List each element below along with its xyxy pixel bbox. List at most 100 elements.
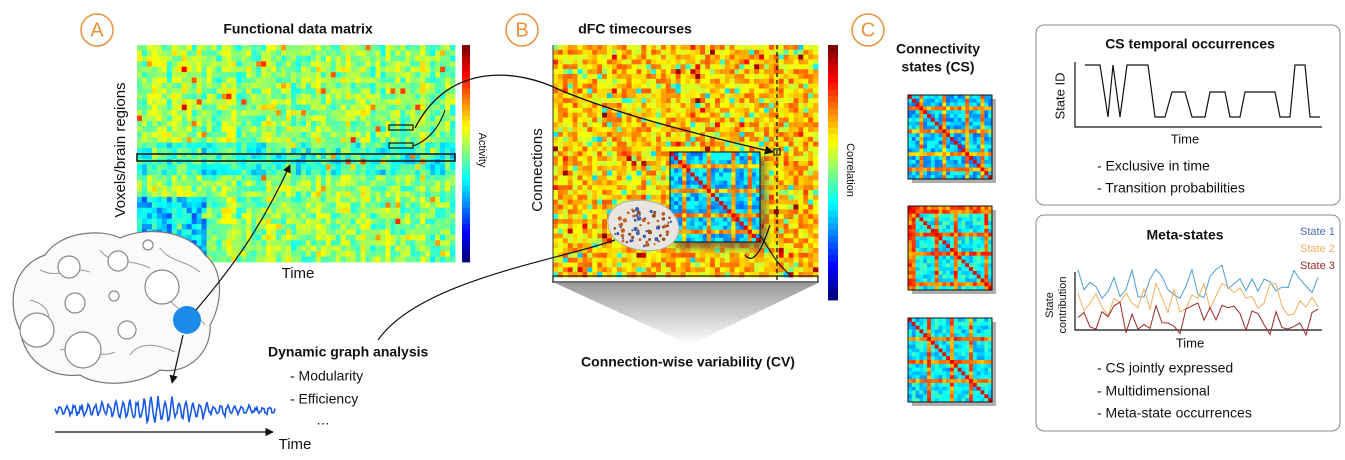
heat-cell: [607, 127, 612, 132]
heat-cell: [385, 159, 390, 165]
heat-cell: [291, 197, 296, 203]
heat-cell: [241, 181, 246, 187]
heat-cell: [622, 84, 627, 89]
heat-cell: [246, 186, 251, 192]
heat-cell: [346, 246, 351, 252]
heat-cell: [301, 78, 306, 84]
heat-cell: [281, 105, 286, 111]
heat-cell: [197, 148, 202, 154]
heat-cell: [587, 127, 592, 132]
heat-cell: [798, 180, 803, 185]
heat-cell: [671, 89, 676, 94]
heat-cell: [671, 64, 676, 69]
heat-cell: [380, 208, 385, 214]
heat-cell: [793, 55, 798, 60]
heat-cell: [371, 257, 376, 263]
heat-cell: [341, 105, 346, 111]
heat-cell: [695, 122, 700, 127]
heat-cell: [690, 93, 695, 98]
heat-cell: [137, 208, 142, 214]
heat-cell: [602, 69, 607, 74]
heat-cell: [558, 229, 563, 234]
heat-cell: [450, 121, 455, 127]
heat-cell: [326, 219, 331, 225]
heat-cell: [553, 219, 558, 224]
heat-cell: [597, 118, 602, 123]
heat-cell: [445, 186, 450, 192]
heat-cell: [739, 50, 744, 55]
heat-cell: [162, 170, 167, 176]
heat-cell: [167, 94, 172, 100]
heat-cell: [316, 88, 321, 94]
heat-cell: [177, 159, 182, 165]
heat-cell: [187, 61, 192, 67]
heat-cell: [440, 186, 445, 192]
heat-cell: [617, 142, 622, 147]
heat-cell: [326, 99, 331, 105]
heat-cell: [371, 181, 376, 187]
heat-cell: [563, 214, 568, 219]
heat-cell: [450, 137, 455, 143]
heat-cell: [656, 45, 661, 50]
heat-cell: [366, 67, 371, 73]
heat-cell: [661, 108, 666, 113]
heat-cell: [553, 98, 558, 103]
colorbar-cell: [462, 61, 470, 67]
heat-cell: [266, 224, 271, 230]
heat-cell: [356, 208, 361, 214]
heat-cell: [351, 181, 356, 187]
heat-cell: [390, 246, 395, 252]
heat-cell: [172, 164, 177, 170]
heat-cell: [749, 74, 754, 79]
heat-cell: [346, 148, 351, 154]
heat-cell: [435, 246, 440, 252]
heat-cell: [371, 72, 376, 78]
heat-cell: [142, 164, 147, 170]
heat-cell: [192, 224, 197, 230]
heat-cell: [301, 88, 306, 94]
heat-cell: [735, 55, 740, 60]
heat-cell: [602, 132, 607, 137]
heat-cell: [415, 224, 420, 230]
heat-cell: [784, 176, 789, 181]
heat-cell: [759, 50, 764, 55]
heat-cell: [341, 251, 346, 257]
heat-cell: [651, 137, 656, 142]
heat-cell: [202, 132, 207, 138]
heat-cell: [182, 181, 187, 187]
heat-cell: [725, 89, 730, 94]
heat-cell: [779, 69, 784, 74]
heat-cell: [420, 181, 425, 187]
heat-cell: [241, 224, 246, 230]
heat-cell: [286, 246, 291, 252]
heat-cell: [142, 175, 147, 181]
heat-cell: [730, 103, 735, 108]
heat-cell: [371, 164, 376, 170]
heat-cell: [385, 45, 390, 51]
heat-cell: [558, 64, 563, 69]
heat-cell: [241, 257, 246, 263]
heat-cell: [725, 108, 730, 113]
heat-cell: [246, 229, 251, 235]
heat-cell: [749, 113, 754, 118]
heat-cell: [266, 78, 271, 84]
heat-cell: [217, 45, 222, 51]
heat-cell: [197, 83, 202, 89]
heat-cell: [651, 142, 656, 147]
heat-cell: [316, 132, 321, 138]
heat-cell: [597, 253, 602, 258]
heat-cell: [700, 113, 705, 118]
heat-cell: [578, 127, 583, 132]
heat-cell: [681, 98, 686, 103]
heat-cell: [321, 116, 326, 122]
heat-cell: [725, 50, 730, 55]
heat-cell: [212, 186, 217, 192]
heat-cell: [395, 246, 400, 252]
heat-cell: [769, 205, 774, 210]
heat-cell: [602, 108, 607, 113]
heat-cell: [578, 79, 583, 84]
heat-cell: [167, 164, 172, 170]
heat-cell: [744, 127, 749, 132]
heat-cell: [366, 94, 371, 100]
heat-cell: [744, 147, 749, 152]
